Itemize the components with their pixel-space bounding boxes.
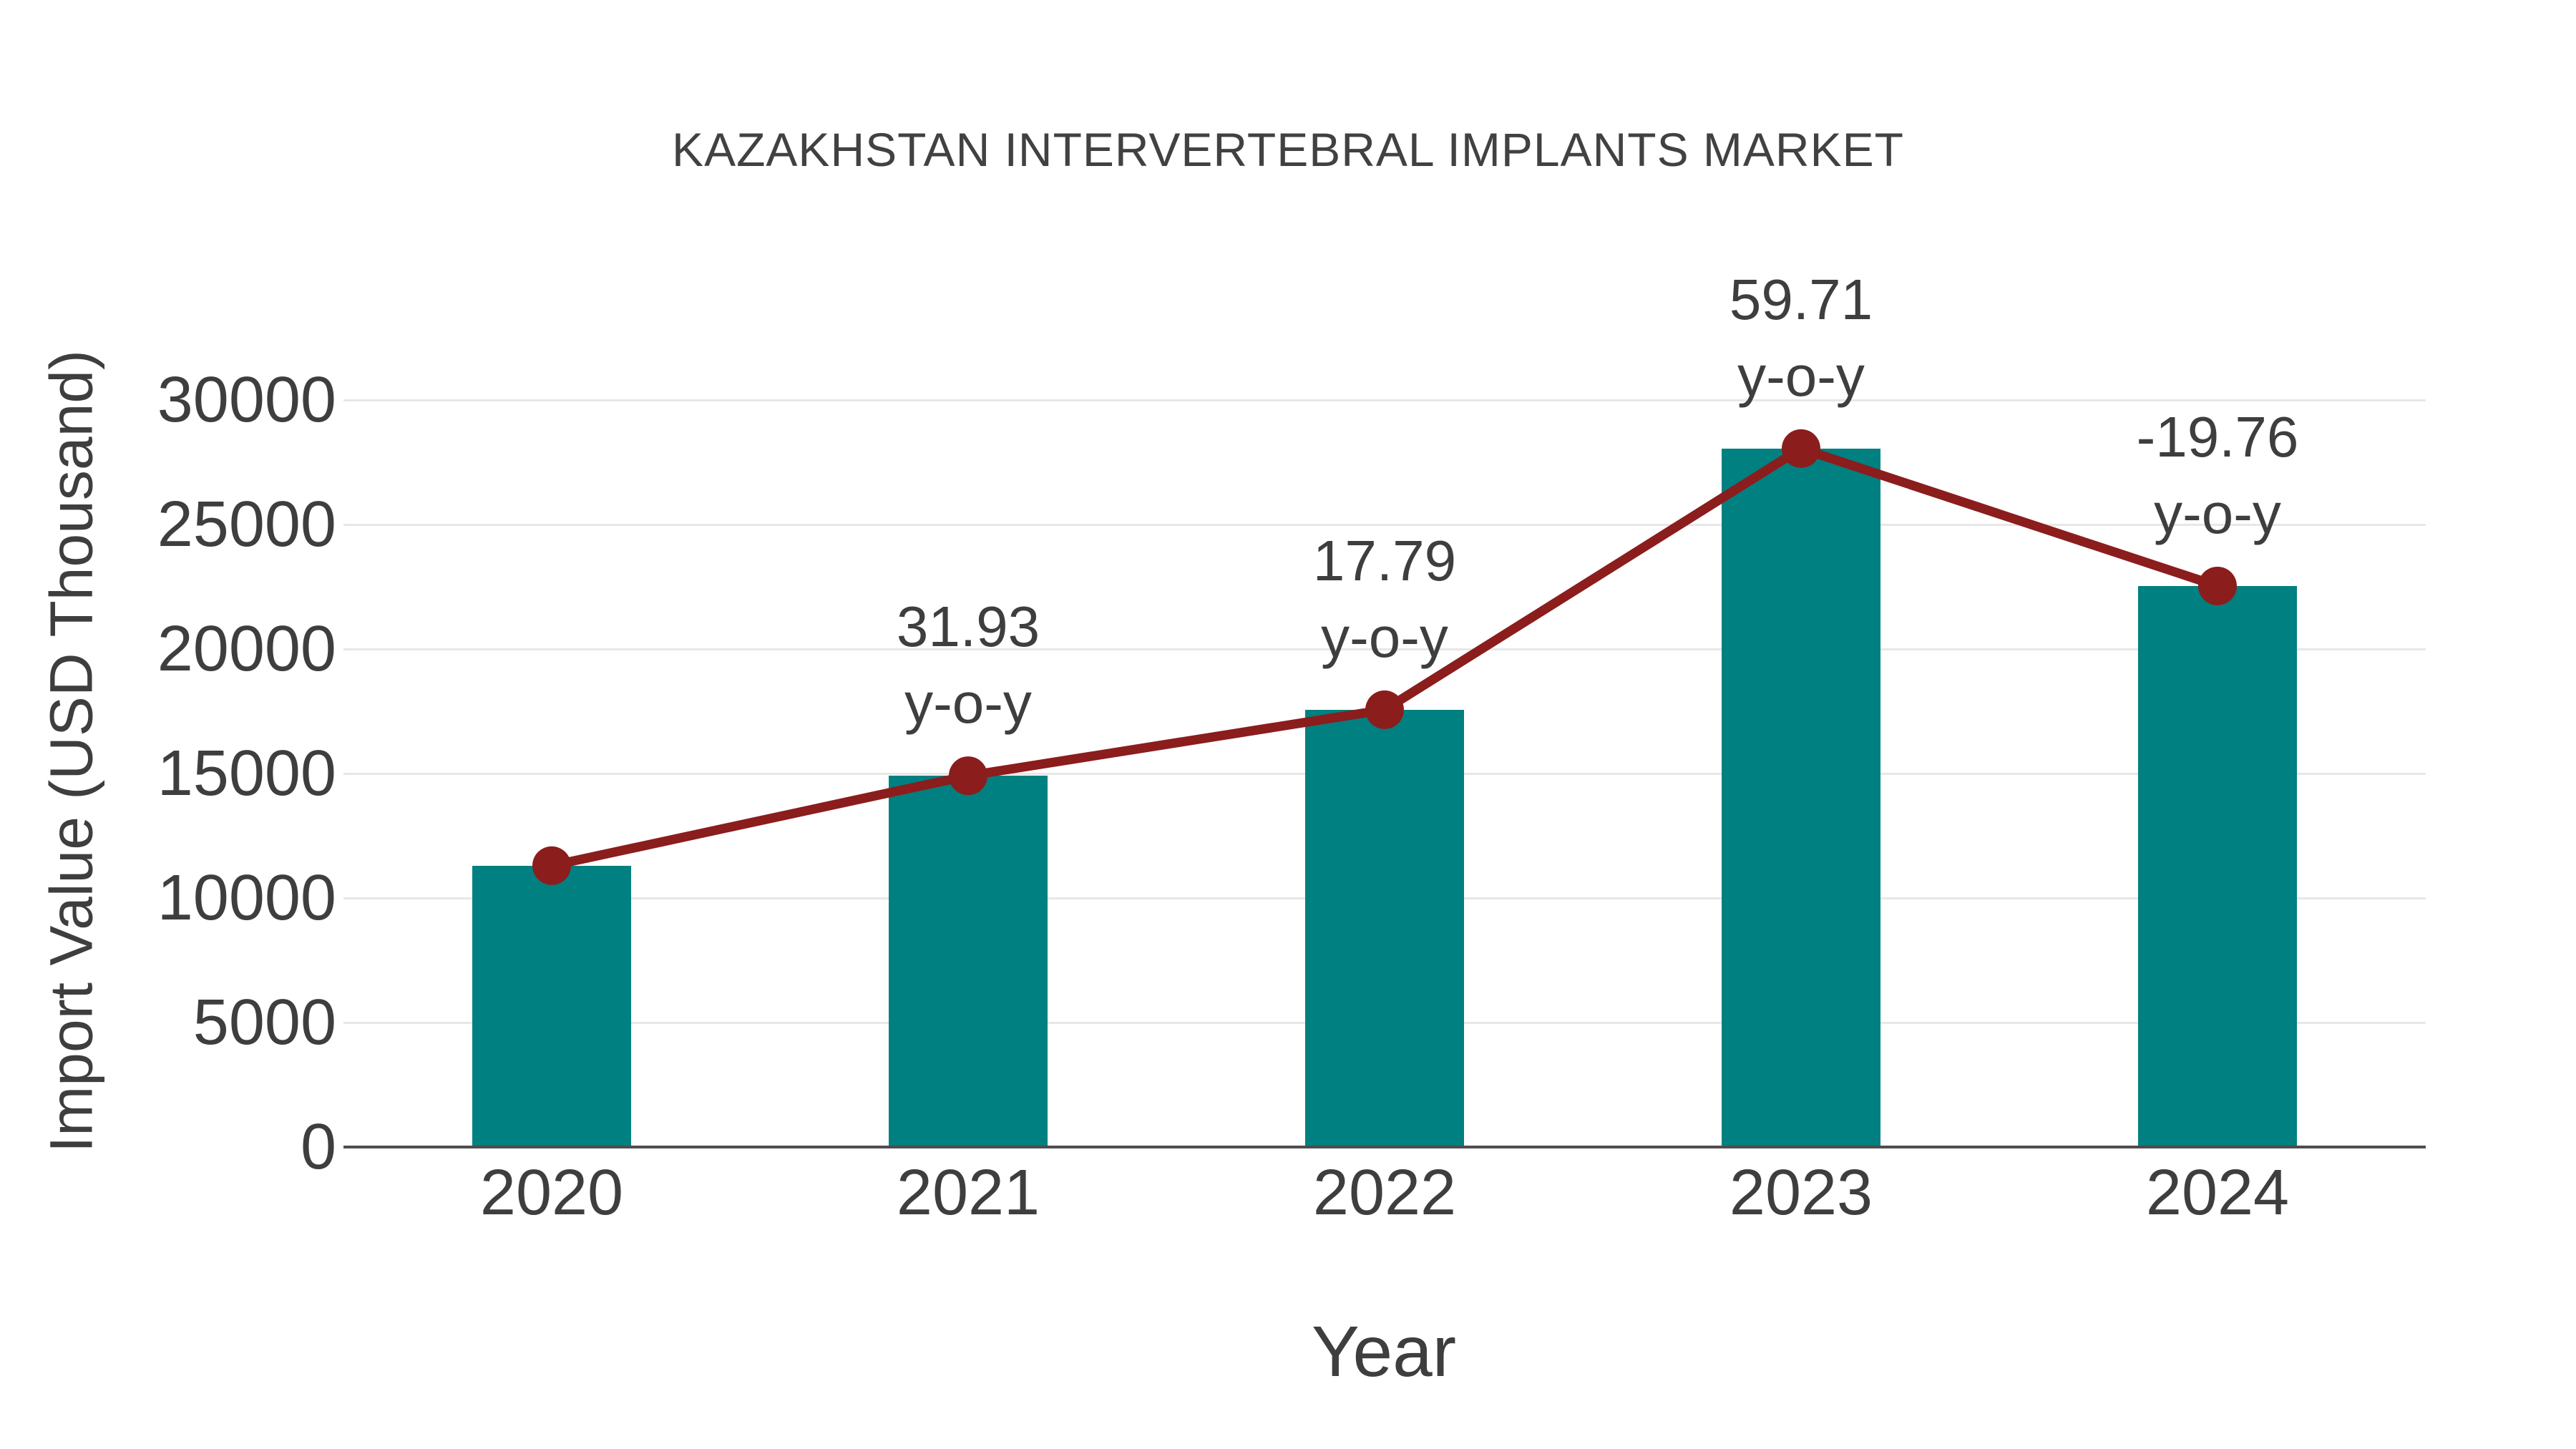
- y-tick-label-0: 0: [300, 1111, 336, 1183]
- gridline-25000: [343, 523, 2426, 526]
- bar-2021: [889, 776, 1048, 1147]
- chart-title: KAZAKHSTAN INTERVERTEBRAL IMPLANTS MARKE…: [672, 123, 1904, 176]
- yoy-suffix: y-o-y: [1321, 605, 1448, 669]
- bar-2024: [2138, 585, 2297, 1147]
- gridline-20000: [343, 648, 2426, 650]
- bar-2020: [472, 865, 631, 1147]
- data-marker-2020: [532, 846, 571, 885]
- x-tick-label-2023: 2023: [1729, 1157, 1873, 1229]
- yoy-suffix: y-o-y: [904, 671, 1032, 736]
- yoy-annotation-2024: -19.76 y-o-y: [2031, 399, 2404, 552]
- y-tick-label-5000: 5000: [192, 987, 336, 1058]
- data-marker-2024: [2198, 566, 2237, 605]
- x-tick-label-2024: 2024: [2145, 1157, 2290, 1229]
- y-tick-label-30000: 30000: [157, 364, 336, 436]
- yoy-value: -19.76: [2136, 404, 2299, 469]
- yoy-suffix: y-o-y: [1737, 343, 1865, 408]
- y-tick-label-15000: 15000: [157, 738, 336, 809]
- y-tick-label-20000: 20000: [157, 613, 336, 685]
- y-tick-label-10000: 10000: [157, 862, 336, 934]
- bar-2023: [1722, 448, 1880, 1147]
- x-axis-line: [343, 1146, 2426, 1148]
- data-marker-2021: [949, 756, 987, 796]
- x-tick-label-2022: 2022: [1312, 1157, 1457, 1229]
- x-axis-title: Year: [1311, 1312, 1457, 1392]
- bar-2022: [1305, 709, 1464, 1147]
- yoy-suffix: y-o-y: [2154, 481, 2281, 545]
- gridline-30000: [343, 399, 2426, 401]
- y-tick-label-25000: 25000: [157, 489, 336, 560]
- x-tick-label-2020: 2020: [479, 1157, 624, 1229]
- data-marker-2023: [1782, 429, 1820, 468]
- yoy-annotation-2023: 59.71 y-o-y: [1615, 261, 1987, 414]
- yoy-value: 59.71: [1729, 267, 1873, 331]
- yoy-annotation-2022: 17.79 y-o-y: [1199, 522, 1571, 675]
- x-tick-label-2021: 2021: [896, 1157, 1040, 1229]
- yoy-value: 31.93: [896, 595, 1040, 659]
- yoy-annotation-2021: 31.93 y-o-y: [782, 588, 1154, 741]
- yoy-value: 17.79: [1312, 528, 1457, 592]
- data-marker-2022: [1365, 690, 1404, 729]
